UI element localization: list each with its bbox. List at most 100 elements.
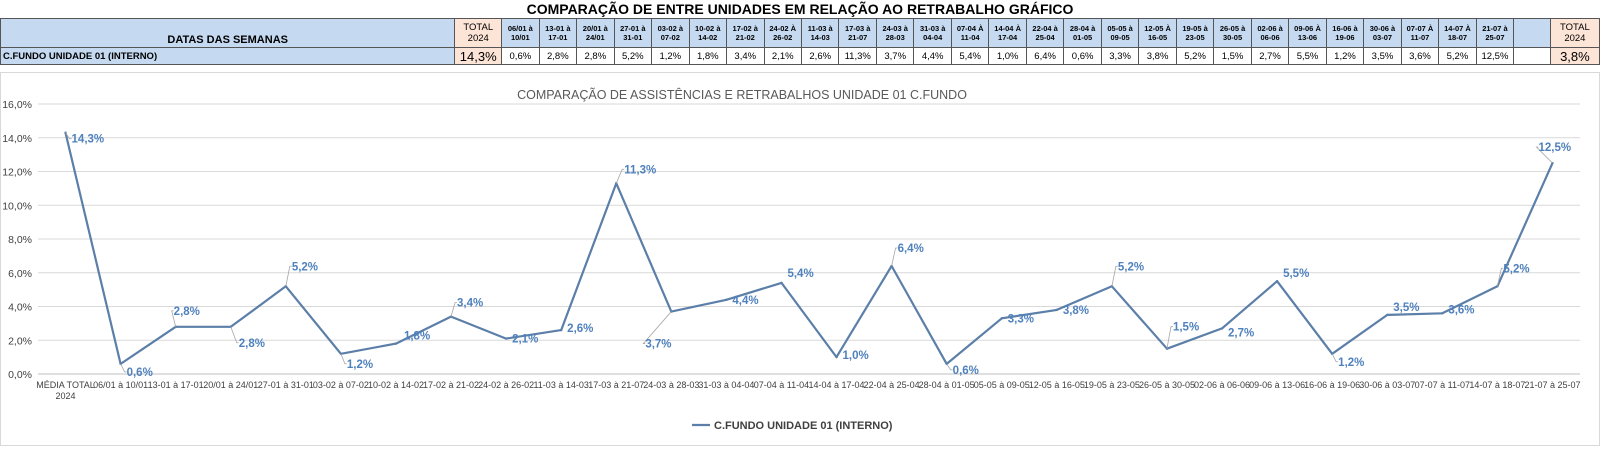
- week-header-cell: 24-03 à 28-03: [875, 18, 915, 48]
- label-leader-line: [946, 363, 953, 371]
- legend-label: C.FUNDO UNIDADE 01 (INTERNO): [714, 420, 893, 432]
- y-tick-label: 14,0%: [2, 133, 32, 145]
- x-tick-label: 10-02 à 14-02: [368, 380, 424, 390]
- x-tick-label: 30-06 à 03-07: [1359, 380, 1415, 390]
- x-tick-label: 28-04 à 01-05: [919, 380, 975, 390]
- data-label: 2,6%: [567, 323, 593, 335]
- x-tick-label: 31-03 à 04-04: [698, 380, 754, 390]
- week-value-cell: 4,4%: [913, 47, 952, 65]
- y-tick-label: 0,0%: [8, 369, 32, 381]
- label-leader-line: [120, 363, 127, 373]
- x-tick-label: 11-03 à 14-03: [533, 380, 588, 390]
- chart-title: COMPARAÇÃO DE ASSISTÊNCIAS E RETRABALHOS…: [517, 87, 967, 102]
- data-label: 5,5%: [1283, 268, 1309, 280]
- x-tick-label: 09-06 à 13-06: [1249, 380, 1305, 390]
- label-leader-line: [285, 265, 292, 287]
- data-label: 5,2%: [1118, 261, 1144, 273]
- data-label: 1,2%: [1338, 357, 1364, 369]
- series-layer: [64, 131, 1554, 366]
- week-header-cell: 24-02 À 26-02: [763, 18, 802, 48]
- total-right-header: TOTAL 2024: [1549, 18, 1600, 48]
- x-tick-label: 24-02 à 26-02: [478, 380, 534, 390]
- week-header-cell: 14-04 À 17-04: [988, 18, 1027, 48]
- data-label: 3,8%: [1063, 305, 1089, 317]
- label-leader-line: [615, 168, 625, 184]
- week-value-cell: 5,2%: [1175, 47, 1215, 65]
- data-label: 5,2%: [292, 261, 318, 273]
- data-label: 3,4%: [457, 298, 483, 310]
- week-value-cell: 11,3%: [838, 47, 877, 65]
- x-tick-label: 03-02 à 07-02: [313, 380, 369, 390]
- week-header-cell: 11-03 à 14-03: [800, 18, 840, 48]
- x-tick-label: 22-04 à 25-04: [864, 380, 920, 390]
- chart-legend: C.FUNDO UNIDADE 01 (INTERNO): [692, 420, 893, 432]
- y-tick-label: 2,0%: [8, 335, 32, 347]
- x-tick-label: 24-03 à 28-03: [643, 380, 699, 390]
- data-point: [725, 298, 728, 301]
- week-header-cell: 10-02 à 14-02: [688, 18, 728, 48]
- data-label: 1,2%: [347, 359, 373, 371]
- week-header-cell: 31-03 à 04-04: [913, 18, 952, 48]
- data-label: 3,6%: [1448, 304, 1474, 316]
- week-header-cell: 19-05 à 23-05: [1175, 18, 1215, 48]
- week-value-cell: 2,1%: [763, 47, 802, 65]
- data-point: [1055, 308, 1059, 312]
- label-leader-line: [1331, 353, 1339, 363]
- x-tick-label: 27-01 à 31-01: [258, 380, 314, 390]
- week-header-cell: 07-04 À 11-04: [950, 18, 990, 48]
- data-point: [504, 337, 508, 340]
- label-leader-line: [171, 310, 177, 327]
- x-tick-label: 21-07 à 25-07: [1524, 380, 1580, 390]
- data-label: 2,8%: [239, 338, 265, 350]
- x-tick-label: 26-05 à 30-05: [1139, 380, 1195, 390]
- data-label: 0,6%: [127, 367, 153, 379]
- week-value-cell: 3,7%: [875, 47, 915, 65]
- grid-lines: [38, 103, 1580, 375]
- data-label: 11,3%: [624, 164, 656, 176]
- week-value-cell: 5,4%: [950, 47, 990, 65]
- data-label: 1,0%: [843, 350, 869, 362]
- summary-header-row: DATAS DAS SEMANAS TOTAL 2024 06/01 à 10/…: [0, 18, 1600, 48]
- x-tick-label: 14-04 à 17-04: [809, 380, 865, 390]
- week-value-cell: 5,2%: [1438, 47, 1477, 65]
- y-tick-label: 16,0%: [2, 99, 32, 111]
- summary-table: DATAS DAS SEMANAS TOTAL 2024 06/01 à 10/…: [0, 18, 1600, 65]
- data-label: 2,7%: [1228, 327, 1254, 339]
- x-tick-label: 07-04 à 11-04: [754, 380, 809, 390]
- y-tick-label: 6,0%: [8, 268, 32, 280]
- data-label: 4,4%: [732, 295, 758, 307]
- data-point: [1386, 313, 1389, 317]
- week-header-cell: 22-04 à 25-04: [1025, 18, 1065, 48]
- x-tick-label: 19-05 à 23-05: [1084, 380, 1140, 390]
- week-header-cell: 26-05 à 30-05: [1213, 18, 1252, 48]
- week-header-cell: 17-02 à 21-02: [726, 18, 765, 48]
- blank-header-cell: [1513, 18, 1551, 48]
- total-left-header: TOTAL 2024: [454, 18, 503, 48]
- week-header-cell: 05-05 à 09-05: [1100, 18, 1140, 48]
- week-header-cell: 27-01 à 31-01: [613, 18, 653, 48]
- data-label: 3,7%: [645, 339, 671, 351]
- data-point: [1275, 279, 1279, 283]
- total-left-value: 14,3%: [454, 47, 503, 65]
- label-leader-line: [65, 132, 72, 140]
- x-tick-label: 06/01 à 10/01: [93, 380, 148, 390]
- x-tick-label: 17-03 à 21-07: [588, 380, 644, 390]
- data-point: [394, 342, 398, 345]
- y-tick-label: 12,0%: [2, 167, 32, 179]
- week-value-cell: 2,8%: [576, 47, 615, 65]
- data-label: 3,3%: [1008, 313, 1034, 325]
- label-leader-line: [230, 326, 239, 344]
- y-axis-ticks: 0,0% 2,0% 4,0% 6,0% 8,0% 10,0% 12,0% 14,0% 16,0%: [2, 99, 32, 381]
- data-label: 5,2%: [1503, 263, 1529, 275]
- data-point: [1220, 327, 1224, 330]
- y-tick-label: 8,0%: [8, 234, 32, 246]
- blank-value-cell: [1513, 47, 1551, 65]
- data-point: [284, 285, 288, 288]
- page-title: COMPARAÇÃO DE ENTRE UNIDADES EM RELAÇÃO …: [526, 1, 1074, 17]
- week-header-cell: 03-02 à 07-02: [651, 18, 690, 48]
- week-value-cell: 3,5%: [1363, 47, 1402, 65]
- week-header-cell: 02-06 à 06-06: [1250, 18, 1290, 48]
- week-header-cell: 12-05 À 16-05: [1138, 18, 1177, 48]
- data-point: [835, 355, 838, 359]
